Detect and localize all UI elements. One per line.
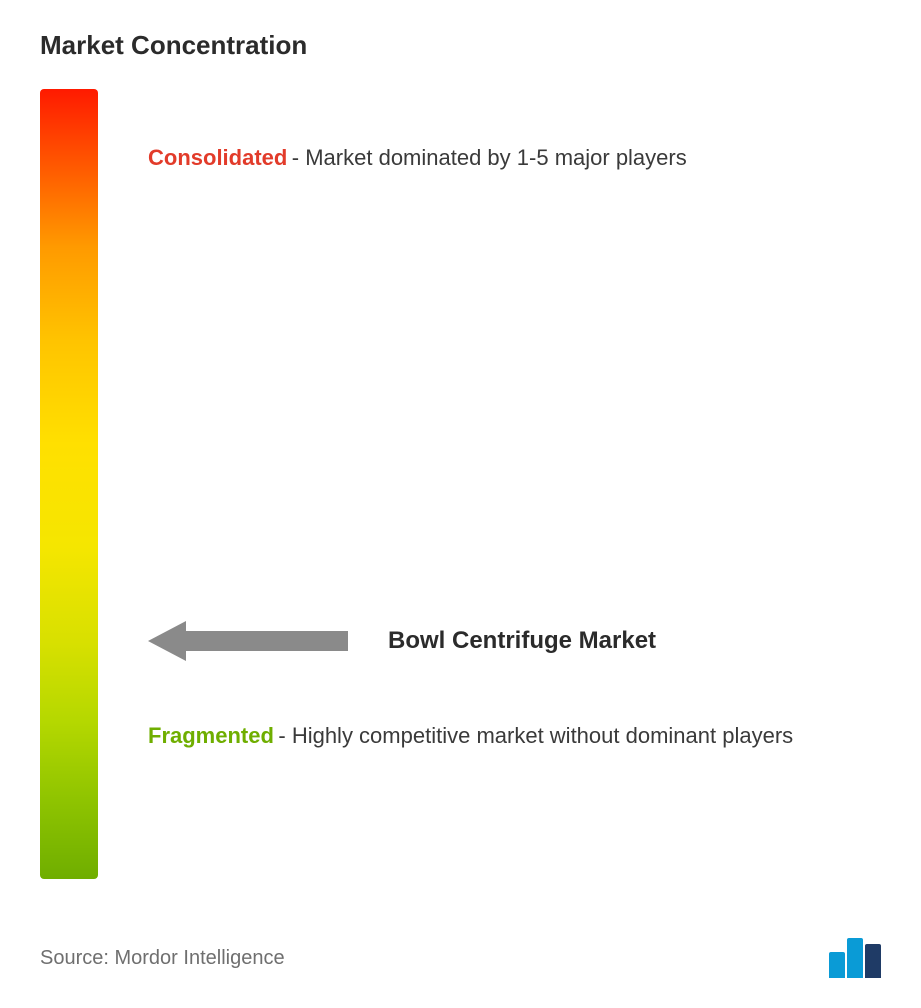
fragmented-desc: - Highly competitive market without domi… xyxy=(278,723,793,748)
main-area: Consolidated - Market dominated by 1-5 m… xyxy=(40,89,881,879)
logo-icon xyxy=(829,938,881,978)
market-name: Bowl Centrifuge Market xyxy=(388,627,656,655)
consolidated-desc: - Market dominated by 1-5 major players xyxy=(292,145,687,170)
consolidated-label: Consolidated - Market dominated by 1-5 m… xyxy=(148,145,881,171)
source-text: Source: Mordor Intelligence xyxy=(40,947,285,970)
logo-bar-3 xyxy=(865,944,881,978)
consolidated-lead: Consolidated xyxy=(148,145,287,170)
logo-bar-1 xyxy=(829,952,845,978)
market-pointer-row: Bowl Centrifuge Market xyxy=(148,619,881,663)
footer: Source: Mordor Intelligence xyxy=(40,938,881,978)
logo-bar-2 xyxy=(847,938,863,978)
arrow-left-icon xyxy=(148,619,348,663)
chart-title: Market Concentration xyxy=(40,30,881,61)
content-column: Consolidated - Market dominated by 1-5 m… xyxy=(98,89,881,879)
concentration-gradient-bar xyxy=(40,89,98,879)
fragmented-label: Fragmented - Highly competitive market w… xyxy=(148,719,871,752)
fragmented-lead: Fragmented xyxy=(148,723,274,748)
